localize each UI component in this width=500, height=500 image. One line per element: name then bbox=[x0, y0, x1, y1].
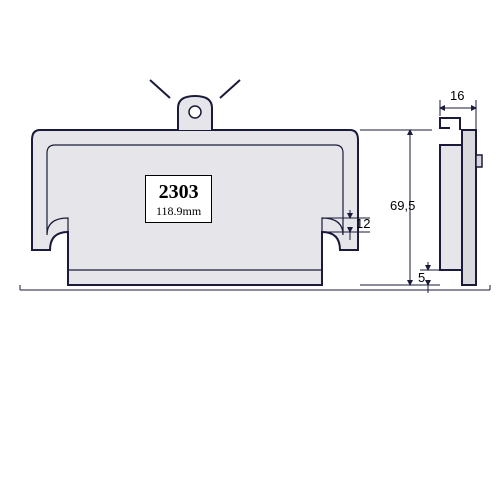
part-label-box: 2303 118.9mm bbox=[145, 175, 212, 223]
dim-thickness-text: 16 bbox=[450, 88, 464, 103]
dim-notch-text: 12 bbox=[356, 216, 370, 231]
dim-height-text: 69,5 bbox=[390, 198, 415, 213]
width-label: 118.9mm bbox=[156, 204, 201, 218]
dim-gap-text: 5 bbox=[418, 270, 425, 285]
side-view bbox=[440, 118, 482, 285]
dim-thickness bbox=[440, 100, 476, 130]
part-number: 2303 bbox=[156, 180, 201, 204]
drawing-svg bbox=[0, 0, 500, 500]
mounting-tab bbox=[150, 80, 240, 130]
diagram-canvas: 2303 118.9mm 69,5 12 5 16 bbox=[0, 0, 500, 500]
